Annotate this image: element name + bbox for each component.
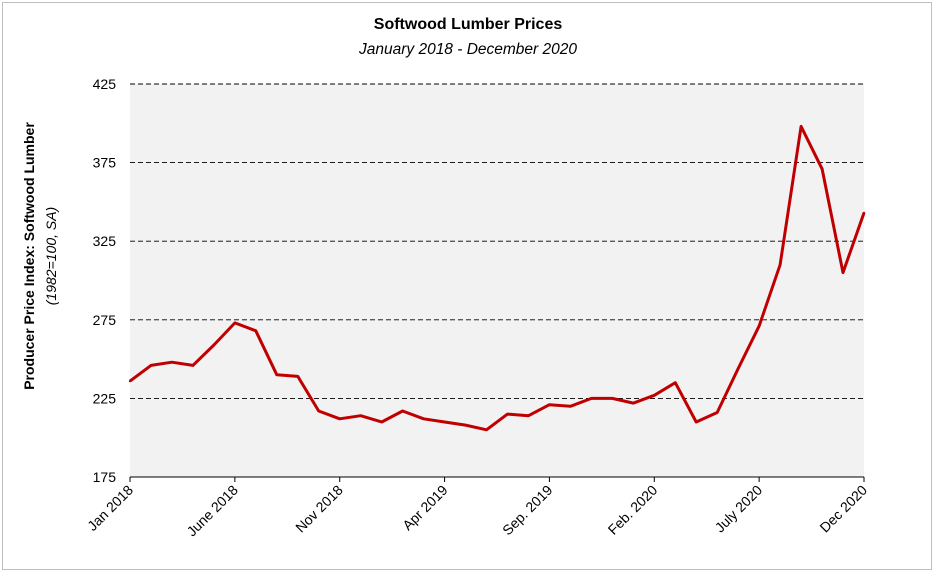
data-point [695, 420, 698, 424]
x-tick-label: July 2020 [712, 482, 766, 536]
y-tick-label: 225 [93, 390, 117, 406]
data-point [862, 211, 866, 215]
data-point [380, 420, 383, 424]
y-axis-subtitle: (1982=100, SA) [43, 207, 59, 305]
plot-area [130, 84, 864, 477]
y-tick-label: 375 [93, 155, 117, 171]
x-tick-label: Apr 2019 [399, 482, 451, 534]
data-point [128, 379, 132, 383]
y-axis-unit-label: (1982=100, SA) [43, 207, 59, 305]
x-tick-label: Feb. 2020 [605, 482, 661, 538]
y-axis-label: Producer Price Index: Softwood Lumber [21, 122, 37, 390]
data-point [527, 414, 530, 417]
data-point [443, 420, 446, 424]
chart-subtitle: January 2018 - December 2020 [359, 41, 577, 58]
data-point [422, 417, 425, 421]
x-tick-labels: Jan 2018 June 2018 Nov 2018 Apr 2019 Sep. 20… [84, 477, 870, 539]
chart-title: Softwood Lumber Prices [373, 16, 563, 33]
data-point [464, 423, 467, 427]
data-point [506, 412, 509, 416]
y-tick-label: 175 [93, 469, 117, 485]
x-tick-label: Dec 2020 [816, 482, 870, 536]
x-tick-label: Sep. 2019 [499, 482, 556, 539]
series-line [129, 124, 866, 432]
data-point [191, 364, 195, 367]
data-point [296, 375, 299, 378]
data-point [674, 381, 677, 384]
data-point [485, 428, 488, 432]
y-tick-labels: 175 225 275 325 375 425 [93, 76, 117, 485]
y-tick-label: 425 [93, 76, 117, 92]
data-point [317, 409, 320, 413]
grid-lines [130, 83, 864, 478]
data-point [590, 397, 593, 400]
data-point [548, 403, 551, 406]
data-point [716, 411, 719, 414]
data-point [632, 401, 635, 405]
y-axis-title: Producer Price Index: Softwood Lumber [21, 122, 37, 390]
data-point [841, 271, 845, 274]
data-point [212, 343, 216, 347]
data-point [757, 324, 761, 328]
data-point [401, 409, 404, 413]
data-point [820, 167, 824, 171]
data-point [653, 394, 656, 397]
x-tick-label: Nov 2018 [292, 482, 346, 536]
data-point [778, 263, 782, 266]
data-point [611, 397, 614, 400]
data-point [736, 367, 740, 370]
data-point [170, 361, 174, 364]
series-group [128, 124, 866, 432]
y-tick-label: 275 [93, 312, 117, 328]
x-tick-label: Jan 2018 [84, 482, 136, 534]
x-tick-label: June 2018 [183, 482, 241, 540]
data-point [338, 417, 341, 421]
data-point [149, 364, 153, 367]
data-point [233, 321, 237, 325]
data-point [359, 414, 362, 417]
data-point [799, 125, 803, 128]
y-tick-label: 325 [93, 233, 117, 249]
data-point [275, 373, 278, 377]
data-point [254, 329, 258, 333]
data-point [569, 405, 572, 408]
